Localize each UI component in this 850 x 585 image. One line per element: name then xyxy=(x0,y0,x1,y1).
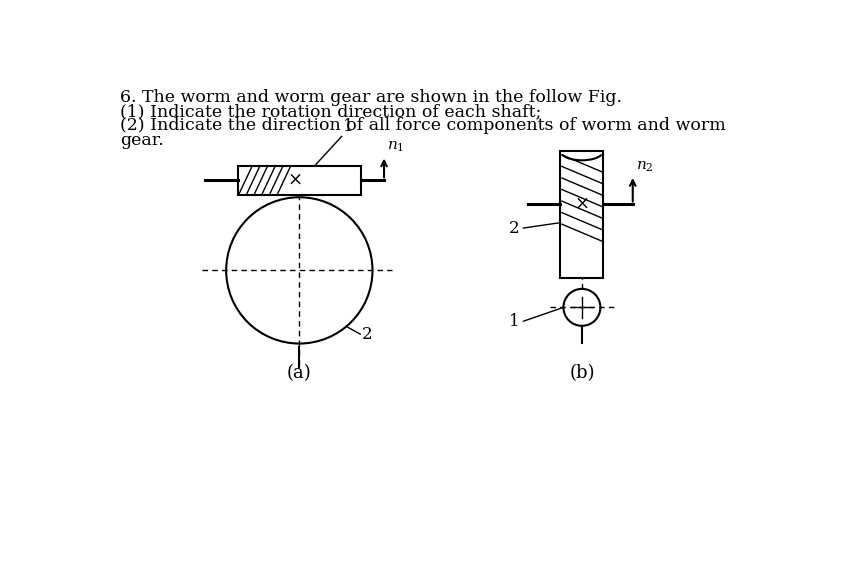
Text: 6. The worm and worm gear are shown in the follow Fig.: 6. The worm and worm gear are shown in t… xyxy=(120,90,622,106)
Text: 1: 1 xyxy=(343,118,354,135)
Text: (1) Indicate the rotation direction of each shaft;: (1) Indicate the rotation direction of e… xyxy=(120,104,541,121)
Text: $n_2$: $n_2$ xyxy=(636,159,654,174)
Text: 2: 2 xyxy=(362,326,372,343)
Bar xyxy=(560,151,603,278)
Text: (b): (b) xyxy=(570,364,595,382)
Text: (a): (a) xyxy=(287,364,312,382)
Text: 1: 1 xyxy=(509,313,519,330)
Text: gear.: gear. xyxy=(120,132,164,149)
Bar xyxy=(238,166,361,195)
Text: $n_1$: $n_1$ xyxy=(387,139,405,154)
Text: ×: × xyxy=(575,195,590,212)
Text: (2) Indicate the direction of all force components of worm and worm: (2) Indicate the direction of all force … xyxy=(120,117,726,134)
Text: ×: × xyxy=(288,171,303,188)
Text: 2: 2 xyxy=(509,219,519,236)
